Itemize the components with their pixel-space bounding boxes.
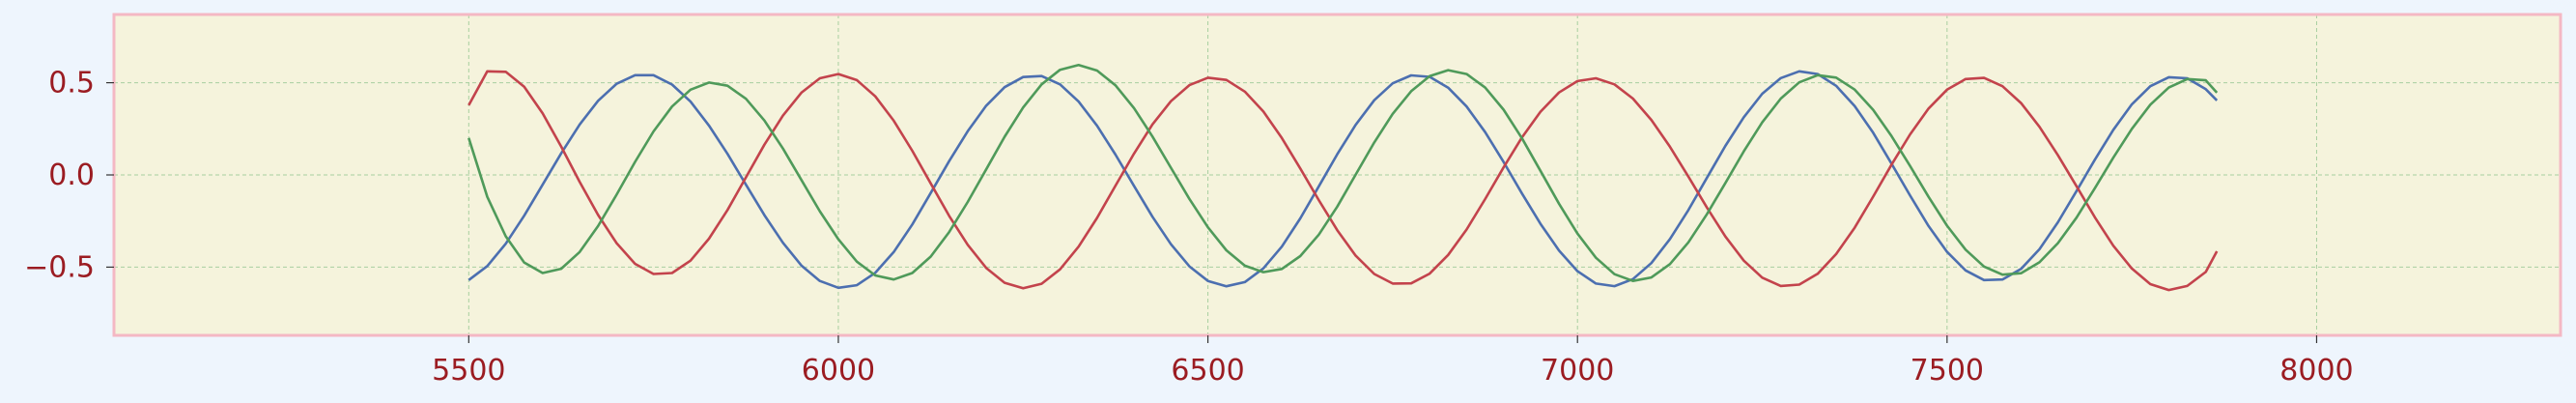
x-tick-label: 7000: [1541, 354, 1614, 388]
series-line-1: [467, 70, 2219, 290]
series-line-3: [467, 64, 2219, 282]
series-line-2: [467, 70, 2219, 292]
series-layer: [467, 64, 2219, 292]
x-tick-label: 6000: [802, 354, 875, 388]
x-tick-label: 6500: [1171, 354, 1244, 388]
y-tick-label: 0.5: [48, 67, 95, 101]
grid-lines: [114, 14, 2561, 335]
x-tick-label: 5500: [432, 354, 505, 388]
y-axis: 0.5 0.0 −0.5: [24, 67, 114, 284]
x-tick-label: 7500: [1911, 354, 1984, 388]
y-tick-label: −0.5: [24, 250, 95, 284]
x-axis: 5500 6000 6500 7000 7500 8000: [432, 335, 2354, 388]
y-tick-label: 0.0: [48, 158, 95, 192]
x-tick-label: 8000: [2279, 354, 2353, 388]
